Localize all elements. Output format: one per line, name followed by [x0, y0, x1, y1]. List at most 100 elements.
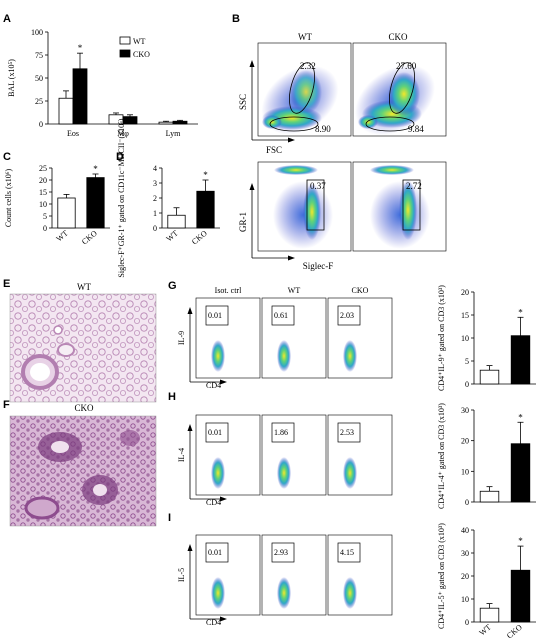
chart-panel-h: 0 10 20 30 CD4⁺IL-4⁺ gated on CD3 (x10³) * — [437, 403, 536, 509]
panel-letters: A B C D E F G H I — [3, 13, 240, 524]
flow-gate-value: 4.15 — [340, 548, 354, 557]
y-tick-label: 30 — [461, 549, 469, 558]
flow-gate-value: 2.53 — [340, 428, 354, 437]
flow-cell-population — [343, 457, 357, 489]
arrowhead — [187, 544, 193, 551]
bar — [510, 569, 531, 623]
flow-dot-plot — [195, 414, 261, 496]
arrowhead — [187, 307, 193, 314]
gate-value-cko-lower: 9.84 — [408, 124, 424, 134]
bar — [479, 369, 500, 385]
y-tick-label: 1 — [153, 209, 157, 218]
x-tick-label: WT — [164, 229, 179, 244]
panel-letter-f: F — [3, 399, 10, 411]
panel-f-histology: CKO — [9, 403, 157, 527]
y-tick-label: 4 — [153, 164, 157, 173]
chart-panel-g: 0 5 10 15 20 CD4⁺IL-9⁺ gated on CD3 (x10³) * — [437, 285, 536, 391]
y-tick-label: 75 — [35, 51, 43, 60]
legend-label-wt: WT — [133, 37, 146, 46]
y-tick-label: 0 — [153, 224, 157, 233]
x-tick-label: CKO — [505, 622, 524, 640]
x-tick-label: CKO — [80, 228, 99, 246]
chart-panel-d: 0 1 2 3 4 Siglec-F⁺GR-1⁺ gated on CD11c⁻MHCII… — [117, 118, 220, 278]
bar — [167, 214, 186, 229]
y-tick-label: 10 — [39, 200, 47, 209]
flow-cell-population — [277, 457, 291, 489]
flow-x-label: CD4 — [206, 498, 221, 507]
y-axis-label: CD4⁺IL-4⁺ gated on CD3 (x10³) — [437, 403, 446, 509]
flow-y-label: IL-9 — [177, 331, 186, 345]
flow-gate — [337, 422, 361, 443]
y-tick-label: 10 — [461, 595, 469, 604]
axis-label-ssc: SSC — [238, 94, 248, 110]
y-tick-label: 10 — [461, 467, 469, 476]
gate-value-cko-upper: 27.60 — [396, 61, 417, 71]
x-tick-label: Lym — [166, 129, 181, 138]
y-tick-label: 0 — [39, 120, 43, 129]
gate-eos-cko — [389, 62, 415, 114]
y-tick-label: 5 — [43, 212, 47, 221]
panel-letter-e: E — [3, 278, 10, 290]
chart-panel-c: 0 5 10 15 20 25 Count cells (x10⁶) WT CKO * — [4, 164, 110, 246]
bar — [510, 443, 531, 503]
gate-siglec-cko — [402, 179, 421, 231]
y-tick-label: 3 — [153, 179, 157, 188]
x-tick-label: CKO — [190, 228, 209, 246]
flow-cell-population — [211, 340, 225, 372]
gate-value-siglec-wt: 0.37 — [310, 181, 326, 191]
flow-y-label: IL-4 — [177, 448, 186, 462]
y-axis-label: Count cells (x10⁶) — [4, 169, 13, 228]
scatter-plot-siglec-gr1-cko: 2.72 — [352, 161, 447, 252]
y-tick-label: 0 — [465, 618, 469, 627]
scatter-plot-siglec-gr1-wt: 0.37 — [257, 161, 352, 252]
gate-eos-wt — [289, 62, 315, 114]
panel-letter-b: B — [232, 13, 240, 25]
x-tick-label: WT — [54, 229, 69, 244]
bar — [158, 121, 174, 125]
arrowhead — [220, 496, 227, 502]
y-tick-label: 15 — [39, 188, 47, 197]
bar — [172, 120, 188, 125]
legend-swatch-wt — [119, 36, 131, 45]
panel-letter-d: D — [116, 151, 124, 163]
panel-f-title: CKO — [74, 403, 94, 413]
bar — [479, 490, 500, 503]
scatter-plot-fsc-ssc-cko: 27.60 9.84 — [352, 42, 447, 137]
flow-gate — [337, 305, 361, 326]
y-tick-label: 25 — [35, 97, 43, 106]
y-tick-label: 30 — [461, 406, 469, 415]
chart-panel-a: 0 25 50 75 100 BAL (x10⁵) Eos Mφ Lym * — [7, 28, 198, 138]
significance-marker: * — [203, 170, 208, 180]
flow-gate-value: 2.93 — [274, 548, 288, 557]
scatter-plot-fsc-ssc-wt: 2.32 8.90 — [257, 42, 352, 137]
flow-column-label: WT — [288, 286, 301, 295]
flow-cell-population — [277, 577, 291, 609]
y-tick-label: 20 — [39, 176, 47, 185]
flow-gate — [205, 542, 229, 563]
y-tick-label: 10 — [461, 334, 469, 343]
flow-cell-population — [343, 340, 357, 372]
flow-cell-population — [211, 457, 225, 489]
y-axis-label: BAL (x10⁵) — [7, 59, 16, 97]
flow-row-h: 0.01 1.86 2.53 IL-4 CD4 — [177, 414, 393, 507]
y-tick-label: 20 — [461, 572, 469, 581]
panel-letter-g: G — [168, 280, 177, 292]
bar — [479, 607, 500, 623]
y-tick-label: 0 — [43, 224, 47, 233]
panel-b-col-wt: WT — [298, 32, 312, 42]
chart-panel-i: 0 10 20 30 40 CD4⁺IL-5⁺ gated on CD3 (x10³) WT… — [437, 523, 536, 640]
flow-row-g: Isot. ctrl WT CKO 0.01 0.61 2.03 IL-9 CD4 — [177, 286, 393, 390]
flow-gate-value: 2.03 — [340, 311, 354, 320]
bar — [196, 190, 215, 229]
y-tick-label: 25 — [39, 164, 47, 173]
panel-b: WT CKO 2.32 8.90 27.60 9.84 — [238, 32, 447, 271]
flow-cell-population — [211, 577, 225, 609]
y-tick-label: 5 — [465, 357, 469, 366]
arrowhead — [220, 616, 227, 622]
y-axis-label: CD4⁺IL-5⁺ gated on CD3 (x10³) — [437, 523, 446, 629]
panel-letter-i: I — [168, 512, 171, 524]
gate-lym-cko — [365, 116, 415, 132]
y-tick-label: 40 — [461, 526, 469, 535]
flow-column-label: Isot. ctrl — [215, 286, 242, 295]
